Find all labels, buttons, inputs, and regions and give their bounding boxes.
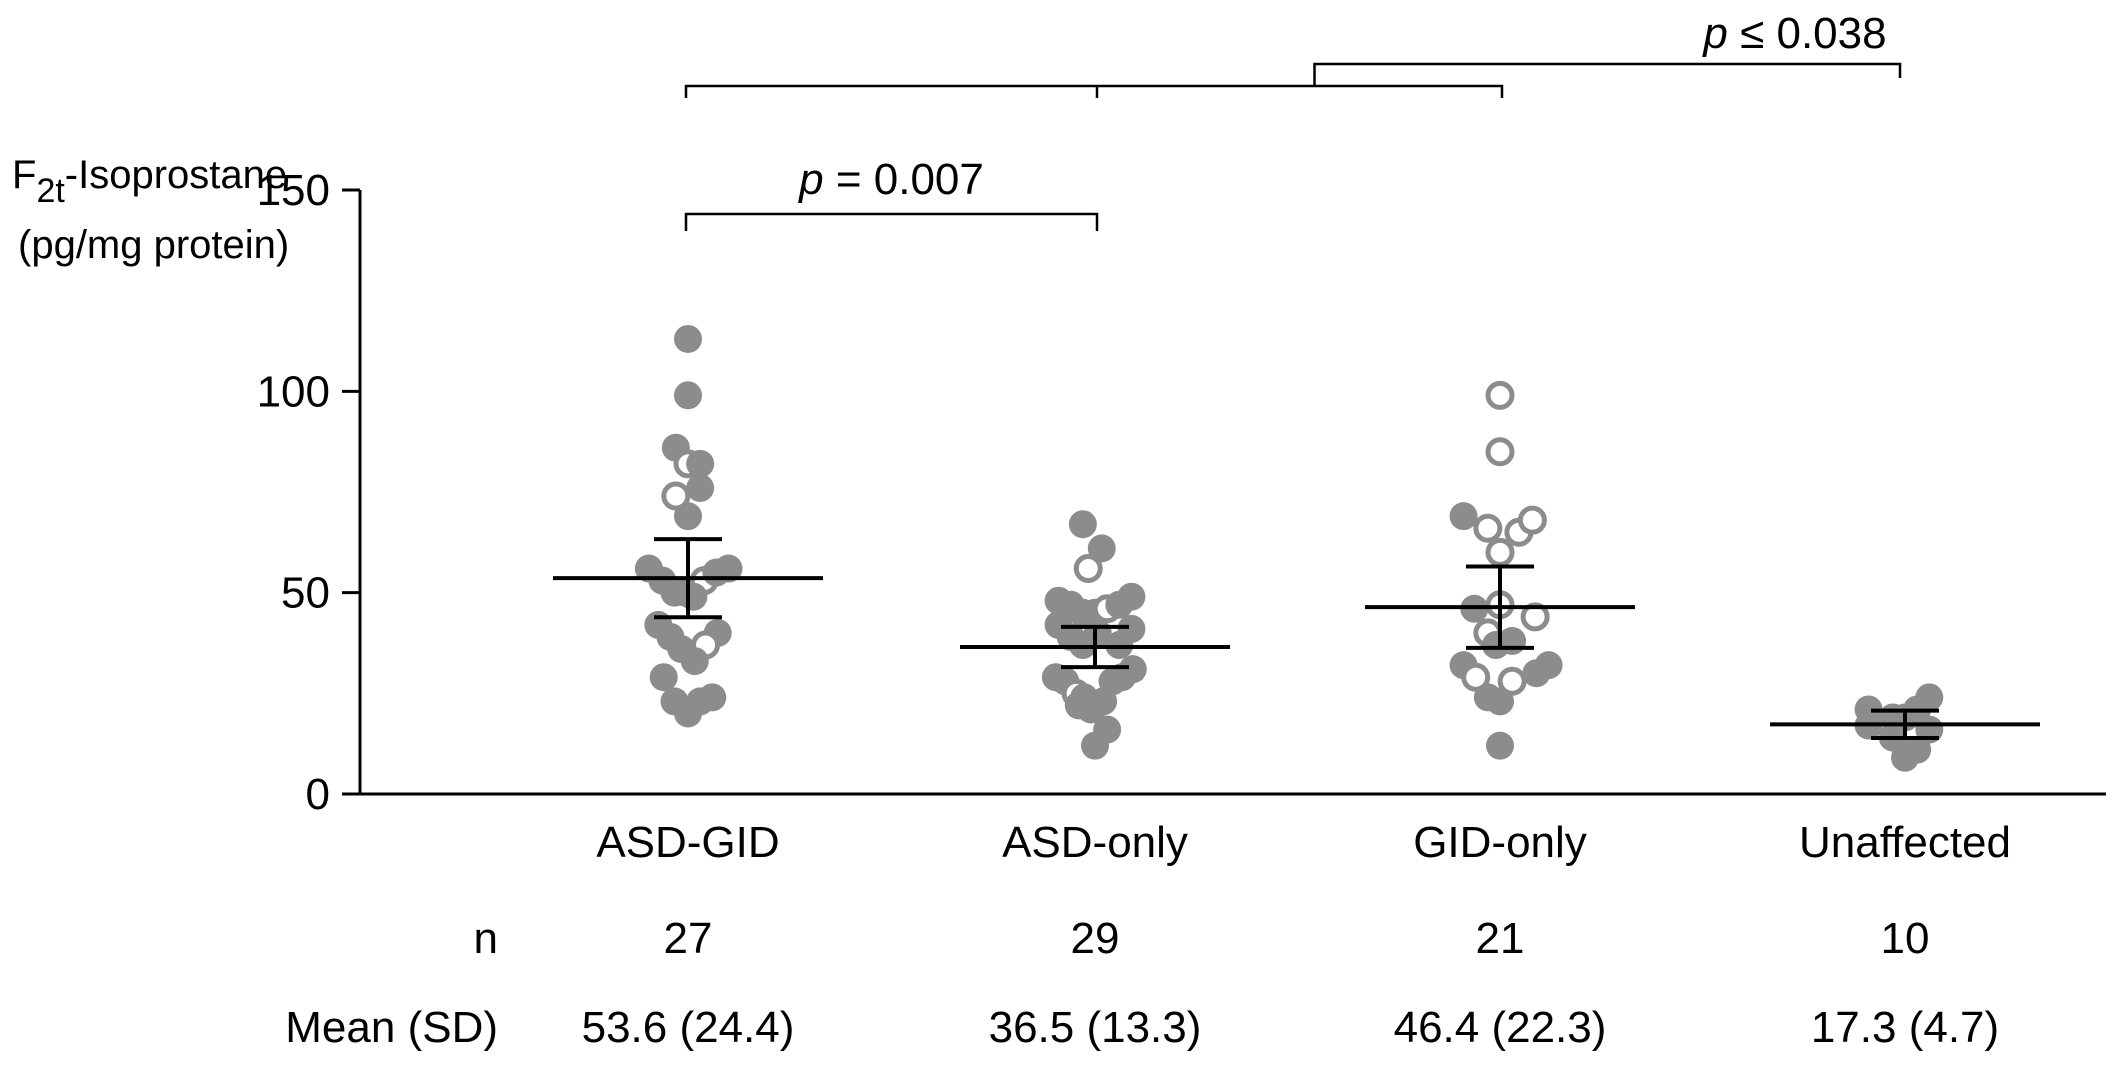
x-category-label-3: Unaffected <box>1799 818 2011 867</box>
p-value-label-1: p = 0.007 <box>797 155 984 204</box>
y-axis-label: F2t-Isoprostane (pg/mg protein) <box>12 153 289 267</box>
y-axis-label-base: F <box>12 153 36 197</box>
y-axis-label-units: (pg/mg protein) <box>18 223 289 267</box>
x-category-label-2: GID-only <box>1413 818 1587 867</box>
data-point-2-12 <box>1498 626 1527 655</box>
data-point-0-7 <box>674 502 702 531</box>
data-point-2-9 <box>1520 602 1550 632</box>
y-tick-label-0: 0 <box>306 770 330 819</box>
data-point-2-1 <box>1485 437 1515 467</box>
data-point-2-20 <box>1486 731 1514 760</box>
data-point-0-15 <box>679 582 708 611</box>
data-point-1-15 <box>1105 631 1134 660</box>
data-point-0-22 <box>649 663 678 692</box>
stats-value-0-3: 10 <box>1881 914 1930 963</box>
p-value-label-2: p ≤ 0.038 <box>1701 9 1886 58</box>
data-point-0-4 <box>686 449 715 478</box>
data-point-1-24 <box>1118 655 1147 684</box>
data-point-1-26 <box>1064 691 1093 720</box>
p-value-1: = 0.007 <box>824 155 984 204</box>
stats-value-0-0: 27 <box>664 914 713 963</box>
y-axis: 0 50 100 150 <box>257 166 2106 819</box>
y-axis-label-rest: -Isoprostane <box>65 153 287 197</box>
data-point-2-6 <box>1485 537 1515 567</box>
data-point-2-19 <box>1486 687 1514 716</box>
stats-value-0-2: 21 <box>1476 914 1525 963</box>
x-category-label-1: ASD-only <box>1002 818 1188 867</box>
stats-value-1-0: 53.6 (24.4) <box>582 1003 795 1052</box>
y-axis-label-subscript: 2t <box>36 172 65 210</box>
stats-value-1-3: 17.3 (4.7) <box>1811 1003 1999 1052</box>
mean-error-bars <box>553 537 2040 741</box>
stats-value-1-1: 36.5 (13.3) <box>989 1003 1202 1052</box>
data-point-2-3 <box>1473 513 1503 543</box>
data-point-0-21 <box>680 647 709 676</box>
data-point-2-14 <box>1461 662 1491 692</box>
y-tick-label-50: 50 <box>281 569 330 618</box>
bracket-1 <box>684 212 1099 231</box>
data-point-3-9 <box>1903 735 1932 764</box>
data-point-2-5 <box>1517 505 1547 535</box>
data-point-1-0 <box>1068 510 1097 539</box>
data-point-0-6 <box>661 481 691 511</box>
data-point-1-28 <box>1081 731 1109 760</box>
stats-table: n 27 29 21 10 Mean (SD) 53.6 (24.4) 36.5 (13.3)… <box>285 914 1999 1052</box>
x-category-label-0: ASD-GID <box>596 818 779 867</box>
data-point-1-14 <box>1068 631 1097 660</box>
stats-value-0-1: 29 <box>1071 914 1120 963</box>
bracket-2-lower <box>684 84 1504 98</box>
p-symbol-1: p <box>797 155 823 204</box>
data-point-1-1 <box>1087 534 1116 563</box>
y-tick-label-100: 100 <box>257 367 330 416</box>
y-tick-label-150: 150 <box>257 166 330 215</box>
data-point-0-26 <box>674 699 702 728</box>
data-point-3-5 <box>1915 683 1944 712</box>
data-point-2-2 <box>1449 502 1478 531</box>
bracket-2-upper <box>1313 62 1902 86</box>
data-point-1-9 <box>1117 582 1146 611</box>
data-points <box>634 324 1944 772</box>
data-point-0-5 <box>686 473 715 502</box>
p-symbol-2: p <box>1701 9 1727 58</box>
stats-row-label-0: n <box>474 914 498 963</box>
y-axis-label-title: F2t-Isoprostane <box>12 153 287 210</box>
data-point-0-12 <box>714 554 743 583</box>
stats-row-label-1: Mean (SD) <box>285 1003 498 1052</box>
data-point-0-25 <box>698 683 727 712</box>
stats-value-1-2: 46.4 (22.3) <box>1394 1003 1607 1052</box>
x-category-labels: ASD-GID ASD-only GID-only Unaffected <box>596 818 2011 867</box>
p-value-2: ≤ 0.038 <box>1728 9 1887 58</box>
data-point-2-15 <box>1497 666 1527 696</box>
data-point-0-0 <box>674 324 702 353</box>
data-point-0-1 <box>674 381 702 410</box>
data-point-2-17 <box>1534 651 1563 680</box>
data-point-1-2 <box>1073 554 1103 584</box>
data-point-2-0 <box>1485 380 1515 410</box>
